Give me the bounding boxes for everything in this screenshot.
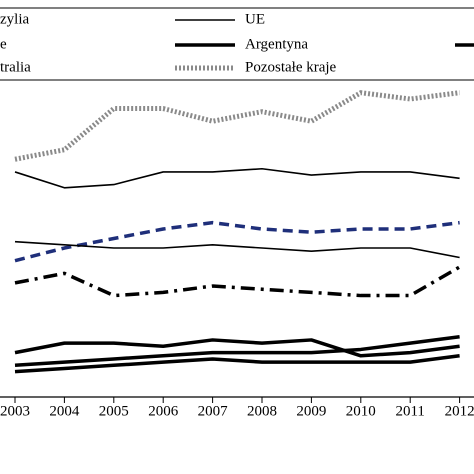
x-tick-label: 2004 (49, 403, 80, 419)
series-line (14, 338, 460, 358)
x-tick-label: 2003 (0, 403, 30, 419)
x-tick-label: 2011 (395, 403, 424, 419)
legend-label: e (0, 36, 7, 52)
series-line (14, 240, 460, 259)
legend-label: Pozostałe kraje (245, 59, 337, 75)
legend-label: zylia (0, 11, 29, 27)
series-line (14, 335, 460, 368)
x-tick-label: 2006 (148, 403, 179, 419)
series-line (14, 90, 460, 162)
x-tick-label: 2009 (296, 403, 326, 419)
series-line (14, 354, 460, 374)
legend-label: tralia (0, 59, 31, 75)
x-tick-label: 2012 (445, 403, 474, 419)
series-line (14, 220, 460, 263)
x-tick-label: 2005 (99, 403, 129, 419)
legend-label: Argentyna (245, 36, 308, 52)
x-tick-label: 2007 (198, 403, 229, 419)
series-line (14, 167, 460, 189)
series-line (14, 265, 461, 298)
x-tick-label: 2010 (346, 403, 376, 419)
x-tick-label: 2008 (247, 403, 277, 419)
legend-label: UE (245, 11, 265, 27)
